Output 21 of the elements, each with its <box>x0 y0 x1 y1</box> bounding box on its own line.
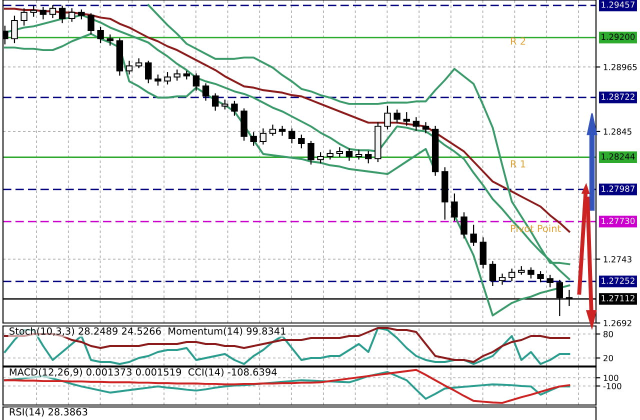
ref-line-label: 1.27987 <box>602 186 634 192</box>
ref-line-label: 1.28244 <box>602 153 635 160</box>
y-tick-label: 80 <box>604 330 613 338</box>
y-tick-label: 1.2692 <box>604 320 632 326</box>
y-tick-label: 1.2743 <box>604 256 632 262</box>
ref-line-label: 1.29200 <box>602 34 635 40</box>
ref-line-label: 1.29457 <box>602 2 634 8</box>
y-tick-label: -100 <box>603 382 622 390</box>
ref-line-label: 1.27112 <box>602 295 634 302</box>
y-tick-label: 1.28965 <box>604 64 637 70</box>
ref-line-label: 1.28722 <box>602 94 634 100</box>
annotation: R 1 <box>510 160 526 168</box>
y-tick-label: 100 <box>604 374 618 382</box>
ref-line-label: 1.27730 <box>602 218 635 224</box>
y-tick-label: 1.2845 <box>604 128 632 135</box>
annotation: R 2 <box>510 37 526 45</box>
ref-line-label: 1.27252 <box>602 278 634 284</box>
text: RSI(14) 28.3863 <box>10 408 88 417</box>
chart-title: MACD(12,26,9) 0.001373 0.001519 CCI(14) -108.6394 <box>10 368 277 377</box>
chart-title: Stoch(10,3,3) 28.2489 24.5266 Momentum(14) 99.8341 <box>10 327 286 336</box>
y-tick-label: 20 <box>604 354 613 362</box>
